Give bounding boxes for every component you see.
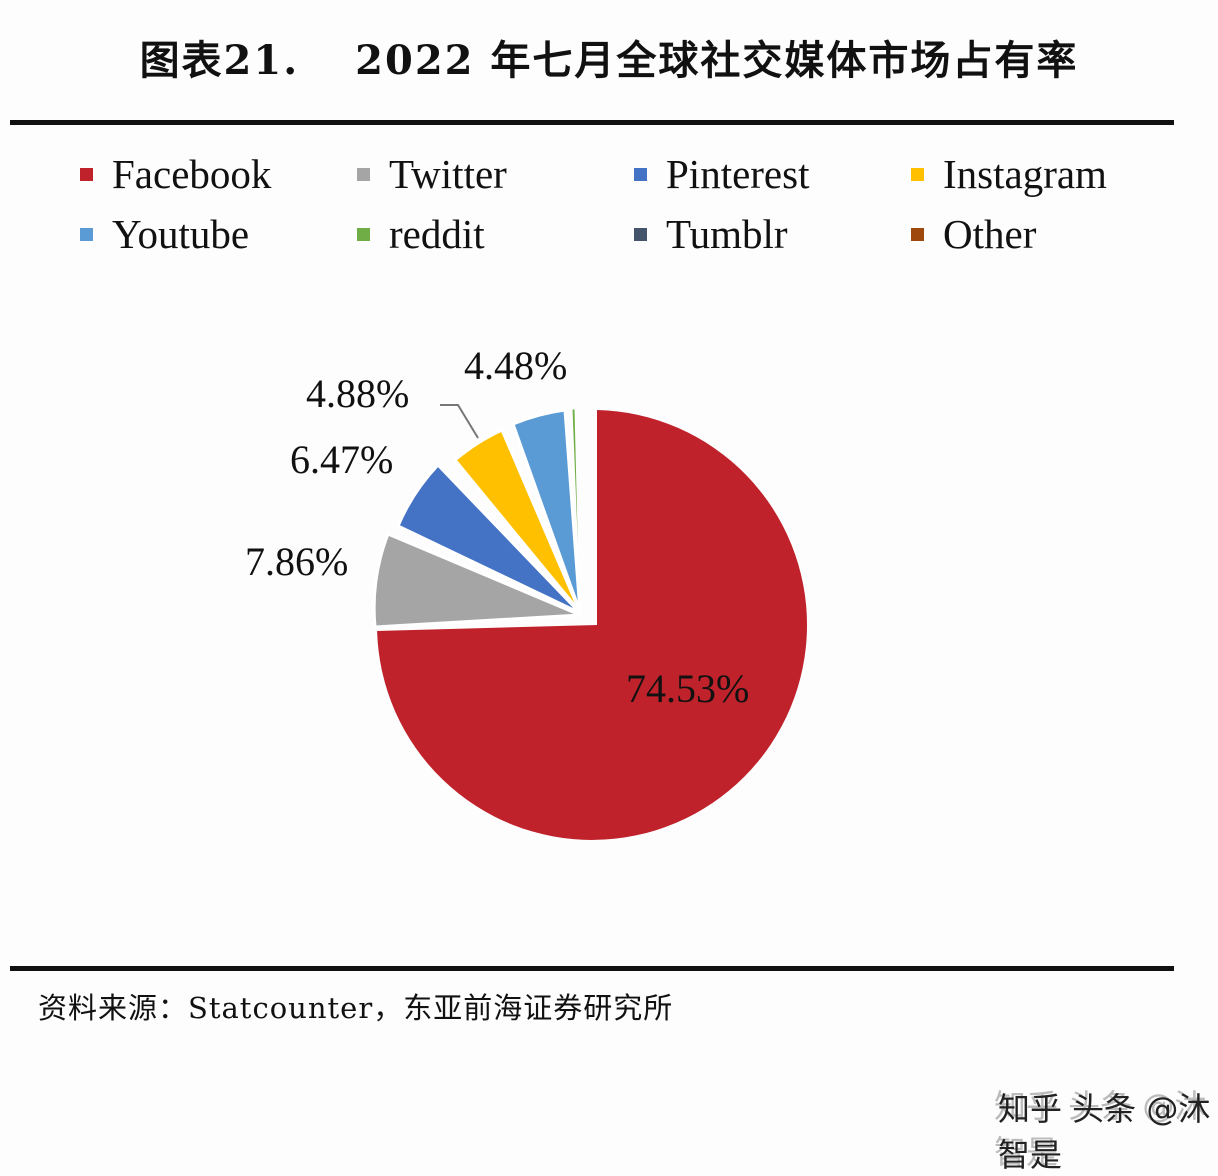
swatch-icon <box>634 227 647 241</box>
label-youtube: 4.48% <box>464 343 568 388</box>
legend-item-instagram: Instagram <box>911 150 1107 198</box>
legend-item-tumblr: Tumblr <box>634 210 911 258</box>
swatch-icon <box>634 167 647 181</box>
legend: Facebook Twitter Pinterest Instagram You… <box>80 144 1180 264</box>
label-twitter: 7.86% <box>245 539 349 584</box>
pie-chart <box>372 404 808 840</box>
top-rule <box>10 120 1174 125</box>
slice-facebook <box>377 410 808 840</box>
swatch-icon <box>80 227 93 241</box>
legend-item-pinterest: Pinterest <box>634 150 911 198</box>
swatch-icon <box>357 167 370 181</box>
slice-twitter <box>372 532 581 629</box>
swatch-icon <box>80 167 93 181</box>
legend-item-youtube: Youtube <box>80 210 357 258</box>
bottom-rule <box>10 966 1174 971</box>
slice-pinterest <box>396 462 582 615</box>
figure-label: 图表21. <box>139 37 300 84</box>
legend-item-twitter: Twitter <box>357 150 634 198</box>
label-facebook: 74.53% <box>626 666 750 711</box>
swatch-icon <box>357 227 370 241</box>
swatch-icon <box>911 167 924 181</box>
legend-item-other: Other <box>911 210 1036 258</box>
source-note: 资料来源：Statcounter，东亚前海证券研究所 <box>38 991 674 1025</box>
label-pinterest: 6.47% <box>290 437 394 482</box>
legend-row-1: Facebook Twitter Pinterest Instagram <box>80 144 1180 204</box>
watermark: 知乎 头条 @沐智是 <box>998 1090 1211 1174</box>
leader-line <box>440 404 479 439</box>
slice-reddit <box>571 408 581 613</box>
legend-row-2: Youtube reddit Tumblr Other <box>80 204 1180 264</box>
legend-item-facebook: Facebook <box>80 150 357 198</box>
swatch-icon <box>911 227 924 241</box>
legend-item-reddit: reddit <box>357 210 634 258</box>
slice-instagram <box>452 427 582 613</box>
chart-title: 图表21. 2022 年七月全球社交媒体市场占有率 <box>0 28 1218 86</box>
label-instagram: 4.88% <box>306 371 410 416</box>
title-text: 2022 年七月全球社交媒体市场占有率 <box>355 37 1079 84</box>
slice-youtube <box>511 408 582 613</box>
